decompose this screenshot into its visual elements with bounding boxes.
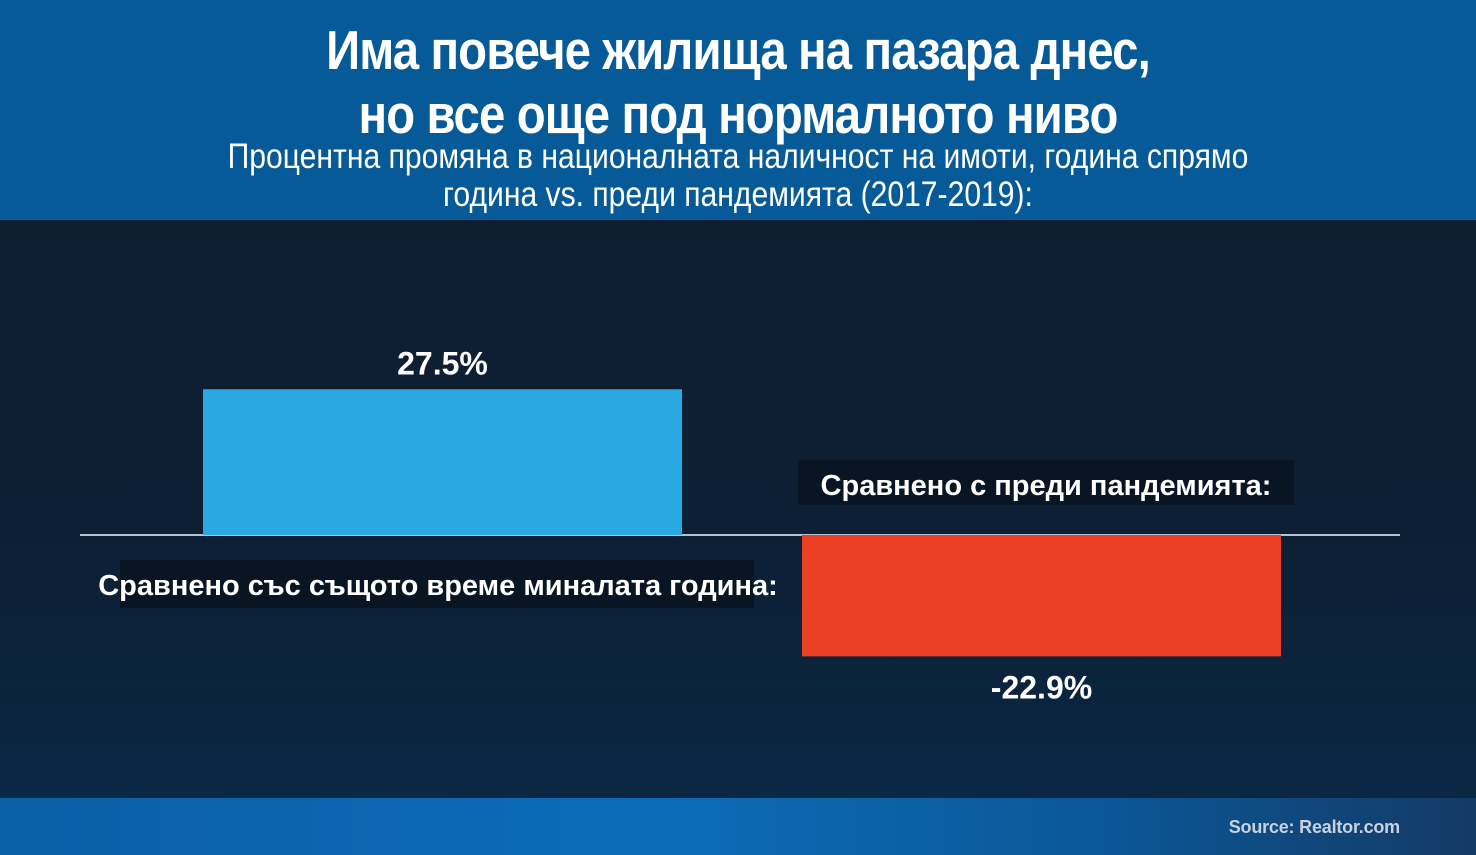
bar-year-over-year [203,389,682,535]
chart-header: Има повече жилища на пазара днес, но все… [0,0,1476,220]
chart-subtitle: Процентна промяна в националната налично… [103,138,1372,214]
source-note: Source: Realtor.com [1228,817,1400,837]
category-label-box-pre-pandemic [798,460,1294,505]
chart-subtitle-line-1: Процентна промяна в националната налично… [227,137,1249,176]
chart-subtitle-line-2: година vs. преди пандемията (2017-2019): [443,175,1033,214]
category-label-year-over-year: Сравнено със същото време миналата годин… [98,570,778,602]
data-label-year-over-year: 27.5% [397,345,488,381]
footer: Source: Realtor.com [0,798,1476,855]
bar-chart: 27.5% Сравнено със същото време миналата… [80,345,1400,705]
chart-title-line-2: но все още под нормалното ниво [358,83,1118,145]
bar-pre-pandemic [802,535,1281,657]
chart-area: 27.5% Сравнено със същото време миналата… [0,220,1476,798]
category-label-box-year-over-year [120,560,754,608]
data-label-pre-pandemic: -22.9% [991,669,1092,705]
chart-title-line-1: Има повече жилища на пазара днес, [326,19,1151,81]
category-label-pre-pandemic: Сравнено с преди пандемията: [821,470,1272,502]
chart-title: Има повече жилища на пазара днес, но все… [103,18,1372,146]
